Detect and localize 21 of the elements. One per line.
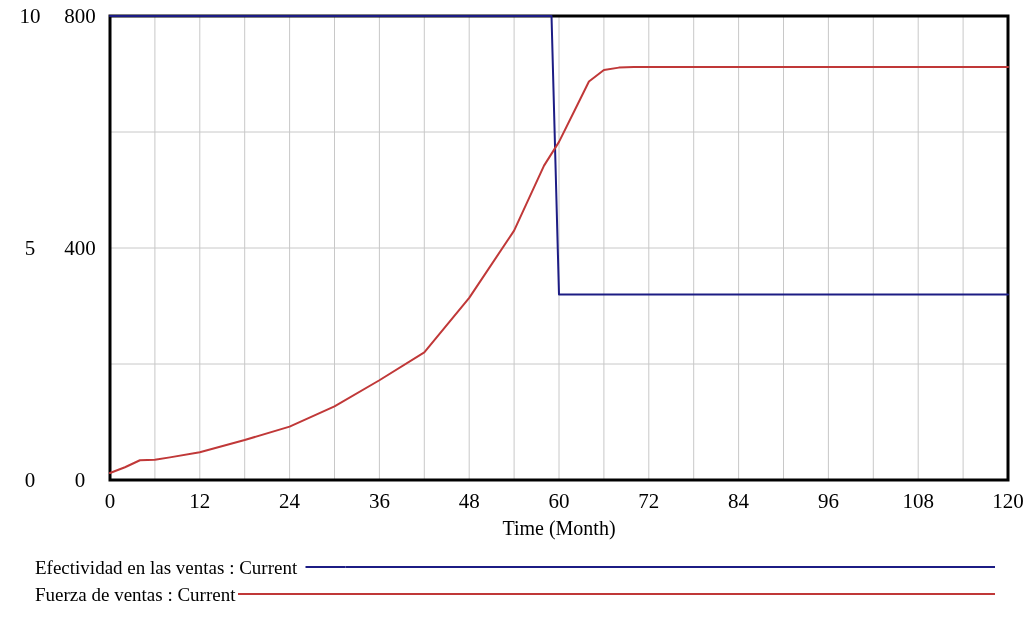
x-tick-label: 96 (817, 489, 839, 513)
x-tick-label: 108 (902, 489, 934, 513)
line-series (109, 66, 1009, 475)
y2-tick-label: 10 (19, 4, 41, 28)
x-tick-label: 12 (189, 489, 211, 513)
x-axis-title: Time (Month) (502, 517, 616, 540)
x-tick-label: 36 (368, 489, 390, 513)
y-tick-label: 0 (74, 468, 86, 492)
legend-label: Fuerza de ventas : Current (35, 584, 237, 605)
y2-tick-label: 5 (24, 236, 36, 260)
x-tick-label: 48 (458, 489, 480, 513)
y-tick-label: 400 (64, 236, 96, 260)
x-tick-label: 120 (992, 489, 1024, 513)
legend-label: Efectividad en las ventas : Current (35, 557, 298, 578)
x-tick-label: 72 (638, 489, 660, 513)
x-tick-label: 60 (548, 489, 570, 513)
x-tick-label: 0 (104, 489, 116, 513)
x-tick-label: 24 (279, 489, 301, 513)
x-tick-label: 84 (728, 489, 750, 513)
y2-tick-label: 0 (24, 468, 36, 492)
y-tick-label: 800 (64, 4, 96, 28)
